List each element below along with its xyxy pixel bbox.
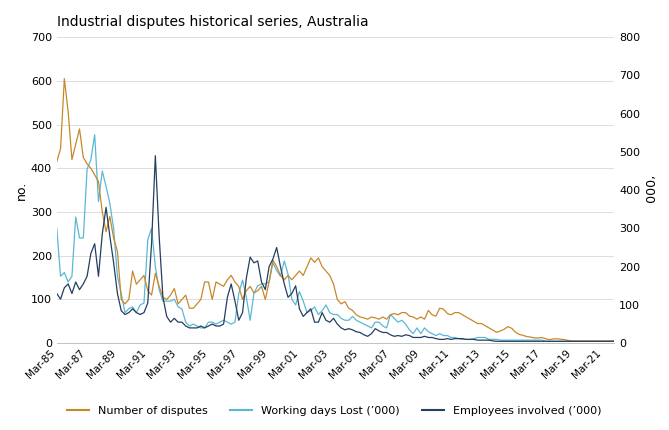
Y-axis label: no.: no. xyxy=(15,181,28,200)
Text: Industrial disputes historical series, Australia: Industrial disputes historical series, A… xyxy=(57,15,369,29)
Y-axis label: ‘000: ‘000 xyxy=(641,176,654,204)
Legend: Number of disputes, Working days Lost (’000), Employees involved (’000): Number of disputes, Working days Lost (’… xyxy=(63,401,606,420)
